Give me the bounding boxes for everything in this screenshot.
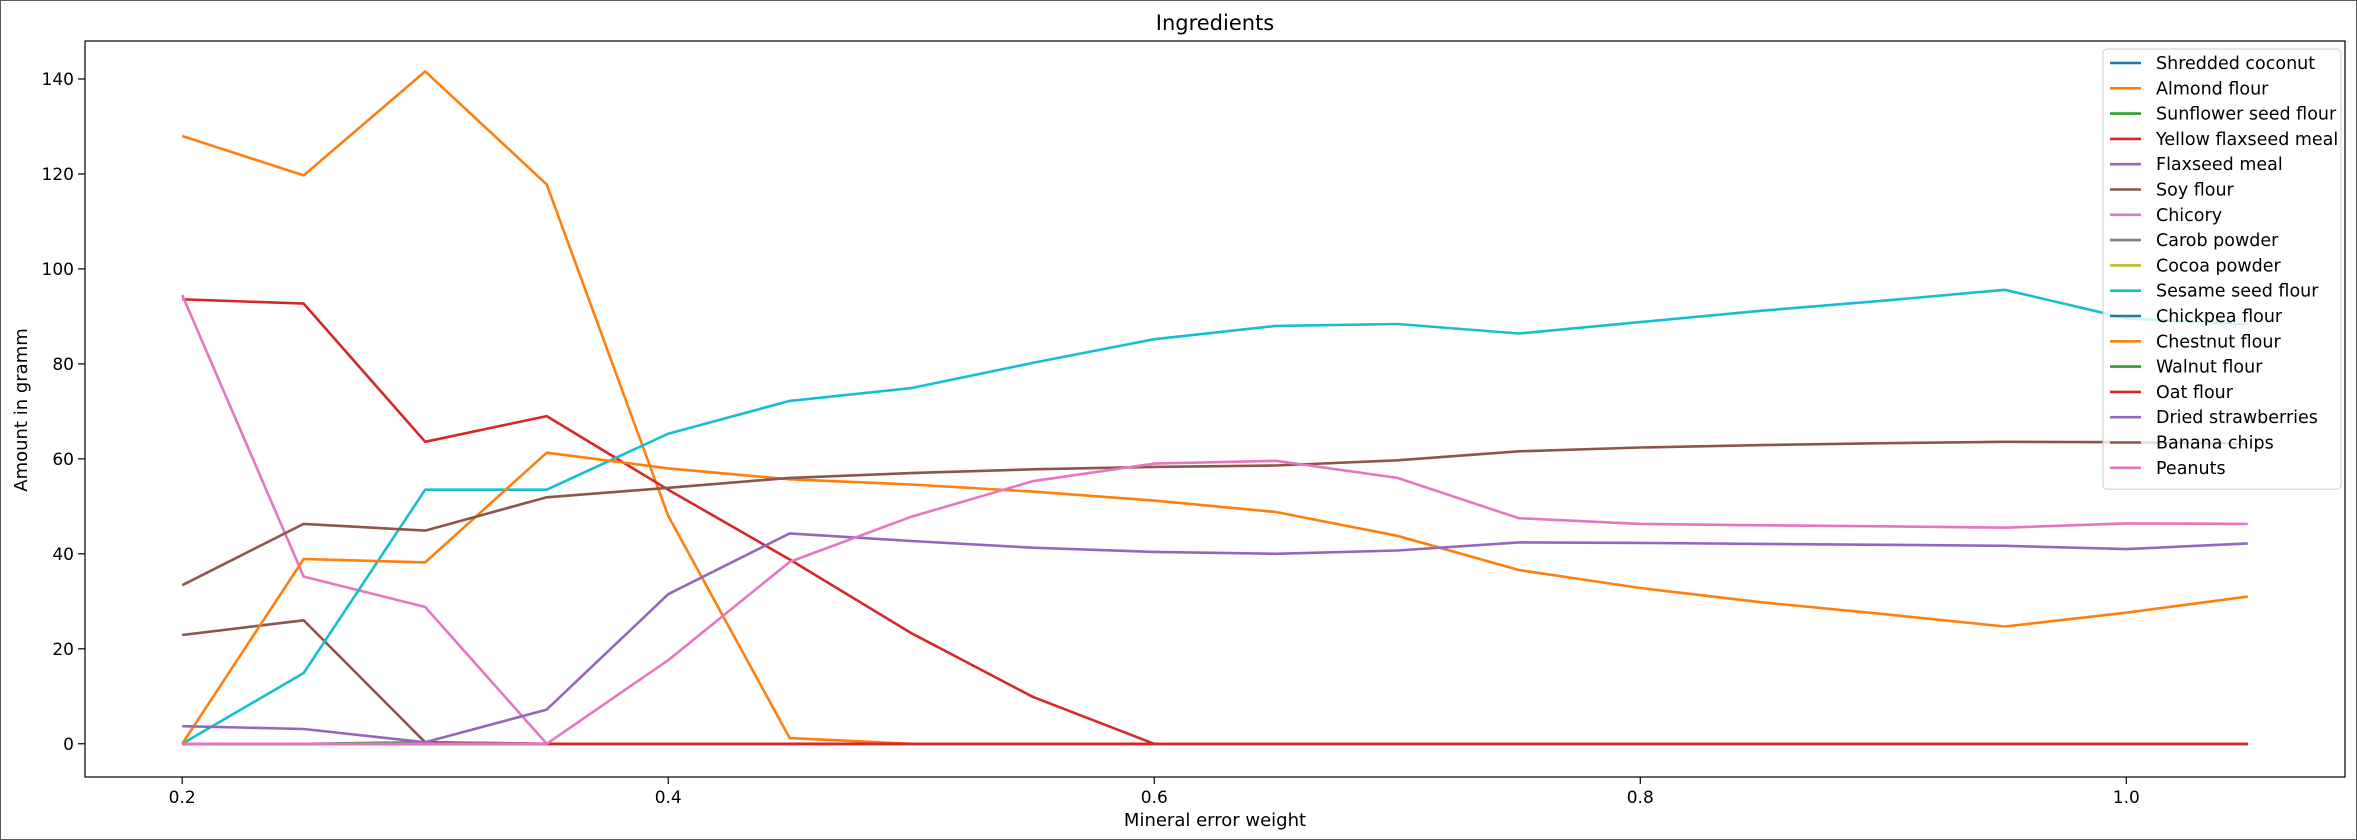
legend-label-shredded-coconut: Shredded coconut: [2156, 54, 2315, 74]
x-tick-label: 0.6: [1141, 788, 1168, 808]
legend-label-carob-powder: Carob powder: [2156, 231, 2279, 251]
legend-label-flaxseed-meal: Flaxseed meal: [2156, 155, 2283, 175]
legend-label-soy-flour: Soy flour: [2156, 181, 2235, 201]
legend-label-banana-chips: Banana chips: [2156, 434, 2274, 454]
y-tick-label: 140: [42, 70, 74, 90]
y-tick-label: 100: [42, 260, 74, 280]
series-line-almond-flour: [181, 70, 2248, 746]
y-tick-label: 40: [52, 545, 74, 565]
chart-title: Ingredients: [1156, 11, 1275, 35]
legend-label-chickpea-flour: Chickpea flour: [2156, 307, 2283, 327]
series-layer: [181, 70, 2248, 746]
y-tick-label: 0: [63, 735, 74, 755]
y-tick-label: 20: [52, 640, 74, 660]
x-tick-label: 0.2: [169, 788, 196, 808]
x-tick-label: 0.4: [655, 788, 682, 808]
series-line-peanuts: [182, 459, 2248, 746]
series-line-sesame-seed-flour: [181, 288, 2248, 745]
y-axis-title: Amount in gramm: [11, 328, 32, 492]
y-tick-label: 120: [42, 165, 74, 185]
legend-label-chicory: Chicory: [2156, 206, 2222, 226]
legend-label-peanuts: Peanuts: [2156, 459, 2226, 479]
series-line-yellow-flaxseed-meal: [182, 298, 1155, 746]
legend-label-chestnut-flour: Chestnut flour: [2156, 332, 2281, 352]
legend-label-dried-strawberries: Dried strawberries: [2156, 408, 2318, 428]
legend-label-walnut-flour: Walnut flour: [2156, 358, 2263, 378]
legend-label-yellow-flaxseed-meal: Yellow flaxseed meal: [2155, 130, 2338, 150]
legend-label-cocoa-powder: Cocoa powder: [2156, 256, 2282, 276]
x-tick-label: 0.8: [1627, 788, 1654, 808]
y-tick-label: 60: [52, 450, 74, 470]
legend-label-sunflower-seed-flour: Sunflower seed flour: [2156, 105, 2337, 125]
series-line-dried-strawberries: [182, 532, 2248, 744]
series-line-banana-chips: [181, 440, 2248, 587]
series-line-chicory: [181, 294, 2248, 746]
legend-label-oat-flour: Oat flour: [2156, 383, 2234, 403]
plot-area: [84, 40, 2346, 778]
series-line-chestnut-flour: [181, 451, 2248, 745]
x-tick-label: 1.0: [2113, 788, 2140, 808]
legend-label-almond-flour: Almond flour: [2156, 79, 2269, 99]
y-tick-label: 80: [52, 355, 74, 375]
ticks-layer: 0.2 0.4 0.6 0.8 1.0 0 20 40 60 80 100 120 140: [42, 70, 2140, 808]
legend-box: [2102, 48, 2342, 490]
legend: Shredded coconut Almond flour Sunflower se…: [2102, 48, 2342, 490]
legend-label-sesame-seed-flour: Sesame seed flour: [2156, 282, 2319, 302]
x-axis-title: Mineral error weight: [1124, 810, 1306, 831]
